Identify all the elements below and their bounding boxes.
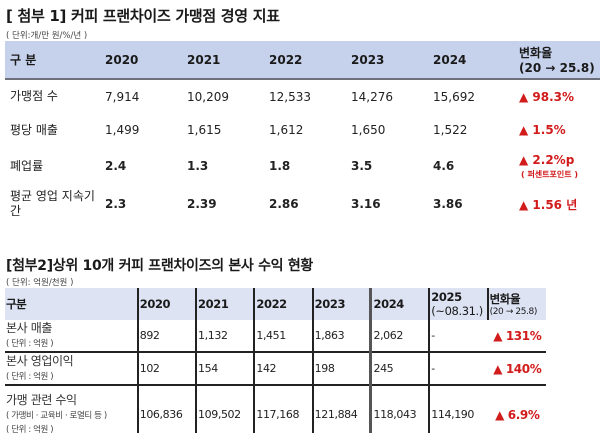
cell-value: 1,132 (195, 320, 255, 352)
row-label: 본사 매출 (6, 321, 52, 335)
cell-value: 7,914 (105, 89, 140, 104)
header-year-2025-period: (~08.31.) (431, 304, 483, 318)
cell-value: 245 (369, 352, 430, 385)
table-header-row: 구 분 2020 2021 2022 2023 2024 변화율 (20 → 2… (5, 41, 600, 79)
row-label: 평당 매출 (10, 122, 58, 137)
cell-value: 121,884 (311, 385, 371, 433)
cell-value: 1,522 (433, 123, 468, 137)
table-row: 가맹 관련 수익 ( 가맹비 · 교육비 · 로열티 등 ) ( 단위 : 억원… (5, 385, 546, 433)
cell-value: 1,612 (269, 123, 304, 137)
row-label-cell: 본사 매출 ( 단위 : 억원 ) (5, 320, 138, 352)
cell-value: - (428, 320, 488, 352)
cell-value: 198 (311, 352, 371, 385)
cell-value: 1,615 (187, 123, 222, 137)
cell-value: 1,499 (105, 123, 140, 137)
table-header-row: 구분 2020 2021 2022 2023 2024 2025 (~08.31… (5, 288, 546, 320)
row-label: 평균 영업 지속기간 (10, 189, 95, 218)
row-unit-note: ( 단위 : 억원 ) (6, 425, 54, 433)
header-year: 2020 (136, 288, 197, 320)
table-row: 평균 영업 지속기간 2.3 2.39 2.86 3.16 3.86 ▲ 1.5… (5, 185, 600, 223)
row-label: 가맹 관련 수익 (6, 393, 77, 407)
header-year: 2022 (269, 52, 303, 67)
cell-value: - (428, 352, 488, 385)
section1-title: [ 첨부 1] 커피 프랜차이즈 가맹점 경영 지표 (6, 7, 280, 25)
header-change-period: (20 → 25.8) (489, 307, 538, 317)
header-year: 2024 (369, 288, 430, 320)
table-row: 폐업률 2.4 1.3 1.8 3.5 4.6 ▲ 2.2%p ( 퍼센트포인트… (5, 147, 600, 185)
change-rate-badge: ▲ 2.2%p (519, 152, 575, 167)
header-change-rate: 변화율 (20 → 25.8) (486, 288, 546, 320)
cell-value: 2,062 (369, 320, 430, 352)
row-label-cell: 가맹 관련 수익 ( 가맹비 · 교육비 · 로열티 등 ) ( 단위 : 억원… (5, 385, 138, 433)
row-label-cell: 본사 영업이익 ( 단위 : 억원 ) (5, 352, 138, 385)
cell-value: 3.5 (351, 159, 373, 173)
cell-value: 2.4 (105, 159, 127, 173)
change-rate-note: ( 퍼센트포인트 ) (521, 169, 579, 179)
header-change-rate: 변화율 (20 → 25.8) (515, 41, 600, 79)
cell-value: 1,650 (351, 123, 386, 137)
change-rate-badge: ▲ 131% (493, 328, 542, 343)
header-year-2025-label: 2025 (431, 290, 462, 304)
table-row: 본사 매출 ( 단위 : 억원 ) 892 1,132 1,451 1,863 … (5, 320, 546, 352)
header-category: 구 분 (10, 53, 37, 67)
header-change-period: (20 → 25.8) (519, 61, 595, 75)
cell-value: 4.6 (433, 159, 455, 173)
section2-unit-note: ( 단위: 억원/천원 ) (6, 278, 74, 288)
header-year: 2021 (195, 288, 255, 320)
cell-value: 10,209 (187, 89, 229, 104)
cell-value: 114,190 (428, 385, 488, 433)
cell-value: 2.39 (187, 197, 217, 211)
cell-value: 1.3 (187, 159, 209, 173)
row-unit-note: ( 단위 : 억원 ) (6, 372, 54, 382)
header-year: 2021 (187, 52, 221, 67)
row-unit-note: ( 단위 : 억원 ) (6, 339, 54, 349)
cell-value: 14,276 (351, 89, 393, 104)
cell-value: 892 (136, 320, 197, 352)
headquarters-revenue-table: 구분 2020 2021 2022 2023 2024 2025 (~08.31… (5, 288, 546, 433)
cell-value: 117,168 (253, 385, 313, 433)
cell-value: 106,836 (136, 385, 197, 433)
row-detail-note: ( 가맹비 · 교육비 · 로열티 등 ) (6, 411, 107, 421)
header-year: 2023 (351, 52, 385, 67)
cell-value: 2.3 (105, 197, 127, 211)
cell-value: 3.16 (351, 197, 381, 211)
header-change-label: 변화율 (489, 292, 521, 306)
header-year: 2022 (253, 288, 313, 320)
table-row: 평당 매출 1,499 1,615 1,612 1,650 1,522 ▲ 1.… (5, 113, 600, 147)
cell-value: 102 (136, 352, 197, 385)
header-year: 2020 (105, 52, 139, 67)
change-rate-badge: ▲ 1.5% (519, 123, 566, 137)
cell-value: 1.8 (269, 159, 291, 173)
row-label: 폐업률 (10, 158, 44, 173)
row-label: 가맹점 수 (10, 89, 58, 103)
change-rate-badge: ▲ 98.3% (519, 89, 575, 104)
cell-value: 1,451 (253, 320, 313, 352)
cell-value: 109,502 (195, 385, 255, 433)
cell-value: 3.86 (433, 197, 463, 211)
cell-value: 15,692 (433, 89, 475, 104)
row-label: 본사 영업이익 (6, 354, 74, 368)
cell-value: 118,043 (369, 385, 430, 433)
table-row: 본사 영업이익 ( 단위 : 억원 ) 102 154 142 198 245 … (5, 352, 546, 385)
header-change-label: 변화율 (519, 46, 553, 60)
table-row: 가맹점 수 7,914 10,209 12,533 14,276 15,692 … (5, 79, 600, 113)
header-category: 구분 (6, 297, 27, 311)
change-rate-badge: ▲ 140% (493, 361, 542, 376)
change-rate-badge: ▲ 6.9% (495, 407, 540, 422)
cell-value: 154 (195, 352, 255, 385)
section1-unit-note: ( 단위:개/만 원/%/년 ) (6, 31, 88, 41)
franchise-indicators-table: 구 분 2020 2021 2022 2023 2024 변화율 (20 → 2… (5, 41, 600, 223)
cell-value: 1,863 (311, 320, 371, 352)
header-year-2025: 2025 (~08.31.) (428, 288, 488, 320)
cell-value: 2.86 (269, 197, 299, 211)
header-year: 2024 (433, 52, 467, 67)
change-rate-badge: ▲ 1.56 년 (519, 197, 578, 212)
header-year: 2023 (311, 288, 371, 320)
section2-title: [첨부2]상위 10개 커피 프랜차이즈의 본사 수익 현황 (6, 258, 313, 274)
cell-value: 142 (253, 352, 313, 385)
cell-value: 12,533 (269, 89, 311, 104)
